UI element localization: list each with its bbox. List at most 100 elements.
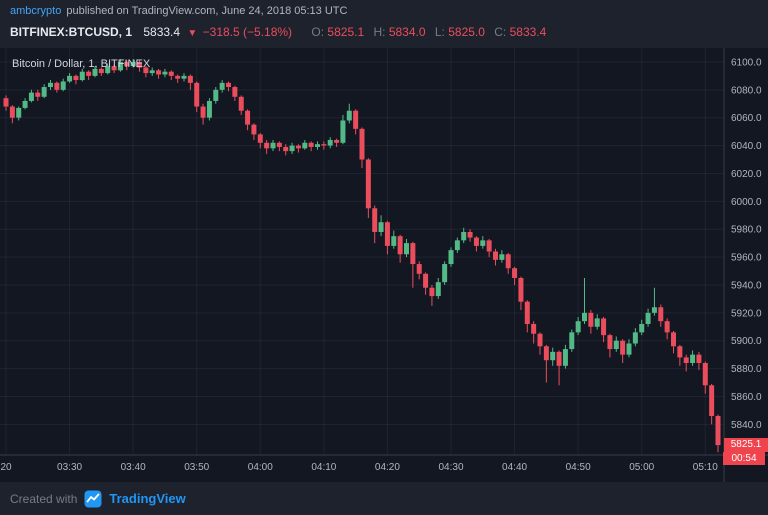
- candle: [219, 82, 225, 90]
- candle: [117, 61, 123, 71]
- candle: [365, 159, 371, 209]
- candlestick-chart[interactable]: 6100.0 6080.0 6060.0 6040.0 6020.0 6000.0 5980…: [0, 48, 768, 482]
- published-text: published on TradingView.com, June 24, 2…: [66, 5, 348, 17]
- candle: [702, 363, 708, 386]
- candle: [124, 61, 130, 67]
- candle: [302, 142, 308, 149]
- time-tick-label: 05:00: [629, 462, 654, 473]
- candle: [473, 237, 479, 246]
- candle: [601, 318, 607, 336]
- candle: [550, 351, 556, 361]
- open-label: O:: [311, 25, 325, 39]
- candle: [594, 318, 600, 327]
- time-tick-label: 05:10: [693, 462, 718, 473]
- candle: [289, 145, 295, 152]
- created-with-text: Created with: [10, 491, 78, 506]
- last-price-marker: 5825.1: [724, 438, 768, 453]
- candlesticks: [3, 59, 721, 453]
- candle: [639, 323, 645, 333]
- candle: [60, 81, 66, 90]
- candle: [98, 68, 104, 74]
- candle: [353, 110, 359, 129]
- price-tick-label: 6040.0: [731, 141, 762, 152]
- header-bar: ambcrypto published on TradingView.com, J…: [0, 0, 768, 48]
- candle: [149, 70, 155, 74]
- attribution-line: ambcrypto published on TradingView.com, J…: [10, 5, 347, 17]
- chart-gridlines: [0, 48, 724, 455]
- candle: [226, 82, 231, 88]
- candle: [111, 66, 117, 71]
- candle: [416, 264, 422, 274]
- candle: [137, 61, 142, 68]
- footer-bar: Created with TradingView: [0, 482, 768, 515]
- candle: [423, 273, 429, 288]
- candle: [16, 107, 22, 118]
- candle: [632, 332, 638, 344]
- candle: [683, 357, 689, 364]
- candle: [493, 251, 498, 260]
- tradingview-link[interactable]: TradingView: [109, 491, 186, 506]
- time-axis[interactable]: 20 03:30 03:40 03:50 04:00 04:10 04:20 04:30 04:…: [0, 462, 718, 473]
- time-tick-label: 04:40: [502, 462, 527, 473]
- candle: [143, 67, 149, 74]
- candle: [245, 110, 251, 125]
- tradingview-logo-icon[interactable]: [84, 490, 102, 508]
- candle: [556, 351, 562, 366]
- price-tick-label: 5840.0: [731, 420, 762, 431]
- candle: [505, 254, 511, 269]
- candle: [168, 71, 174, 76]
- candle: [295, 145, 301, 149]
- candle: [334, 139, 340, 143]
- symbol-info-line: BITFINEX:BTCUSD, 1 5833.4 ▼ −318.5 (−5.1…: [10, 25, 546, 39]
- candle: [3, 98, 9, 107]
- candle: [582, 312, 587, 322]
- candle: [467, 231, 473, 238]
- candle: [105, 66, 111, 74]
- candle: [346, 110, 352, 121]
- candle: [709, 385, 715, 416]
- candle: [588, 312, 594, 327]
- author-link[interactable]: ambcrypto: [10, 5, 62, 17]
- candle: [531, 323, 537, 334]
- candle: [448, 250, 454, 265]
- candle: [372, 208, 378, 232]
- candle: [232, 87, 238, 97]
- candle: [359, 128, 365, 160]
- low-value: 5825.0: [448, 25, 485, 39]
- candle: [378, 222, 384, 232]
- price-tick-label: 6060.0: [731, 113, 762, 124]
- time-tick-label: 04:20: [375, 462, 400, 473]
- close-value: 5833.4: [509, 25, 547, 39]
- time-tick-label: 04:30: [438, 462, 463, 473]
- price-axis[interactable]: 6100.0 6080.0 6060.0 6040.0 6020.0 6000.0 5980…: [731, 57, 762, 430]
- chart-legend: Bitcoin / Dollar, 1, BITFINEX: [12, 58, 151, 70]
- price-tick-label: 5940.0: [731, 280, 762, 291]
- price-tick-label: 5960.0: [731, 253, 762, 264]
- candle: [22, 100, 28, 108]
- candle: [340, 120, 346, 143]
- candle: [664, 321, 670, 333]
- high-label: H:: [373, 25, 386, 39]
- candle: [486, 240, 492, 252]
- candle: [321, 144, 327, 146]
- price-tick-label: 6000.0: [731, 197, 762, 208]
- candle: [238, 96, 244, 111]
- candle: [181, 75, 187, 79]
- candle: [86, 71, 92, 76]
- candle: [270, 142, 276, 149]
- candle: [54, 82, 60, 90]
- open-value: 5825.1: [327, 25, 365, 39]
- candle: [410, 243, 416, 265]
- candle: [162, 71, 168, 75]
- candle: [690, 354, 696, 364]
- current-price: 5833.4: [143, 25, 181, 39]
- price-tick-label: 6080.0: [731, 85, 762, 96]
- candle: [213, 89, 219, 101]
- candle: [613, 340, 619, 350]
- candle: [79, 71, 85, 81]
- candle: [283, 146, 289, 152]
- candle: [48, 82, 53, 88]
- candle: [480, 240, 486, 246]
- candle: [524, 301, 530, 324]
- candle: [607, 335, 613, 350]
